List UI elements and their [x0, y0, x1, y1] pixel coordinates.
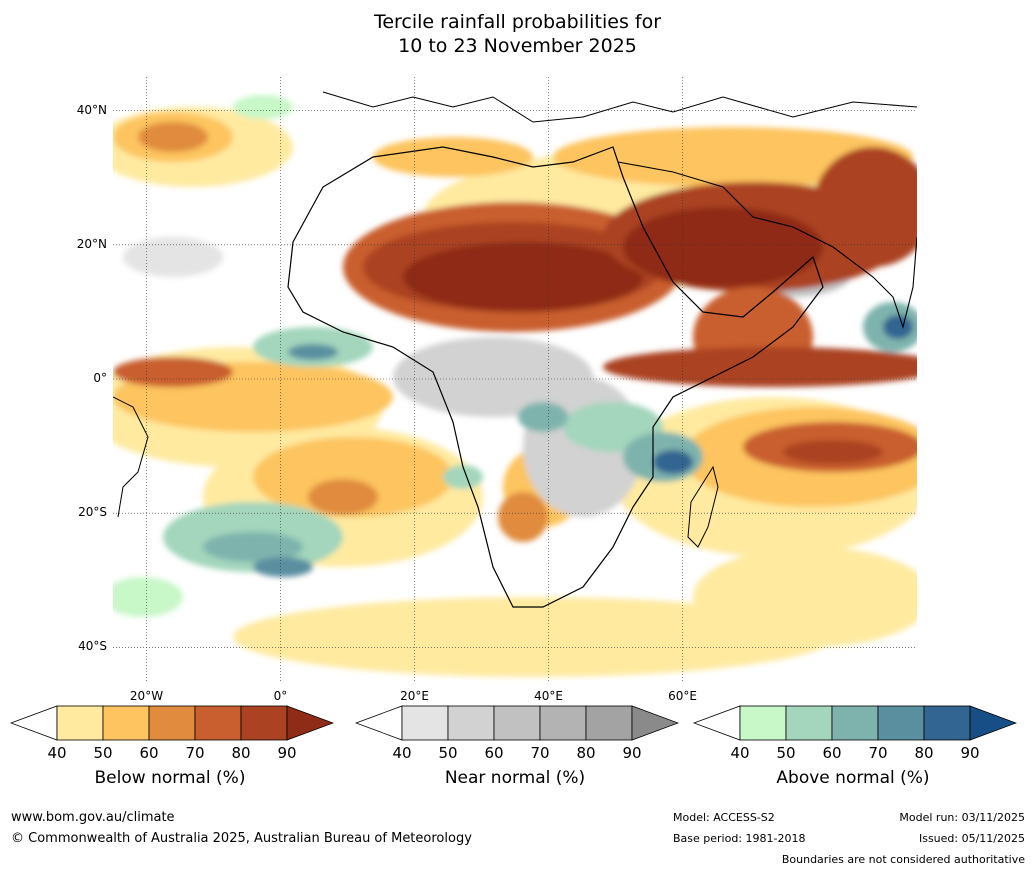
colorbar-tick-label: 80	[231, 744, 251, 762]
footer-copyright: © Commonwealth of Australia 2025, Austra…	[11, 831, 472, 846]
colorbar-segment	[102, 705, 150, 741]
colorbar-segment	[923, 705, 971, 741]
colorbar-near	[355, 705, 679, 741]
chart-title-line1: Tercile rainfall probabilities for	[373, 11, 662, 33]
rainfall-map-svg	[113, 77, 917, 681]
lat-tick-label: 20°N	[76, 236, 107, 251]
chart-title-line2: 10 to 23 November 2025	[398, 35, 637, 57]
footer-issued: Issued: 05/11/2025	[918, 832, 1025, 845]
colorbar-segment	[447, 705, 495, 741]
colorbar-segment	[739, 705, 787, 741]
colorbar-segment	[831, 705, 879, 741]
lon-tick-label: 40°E	[534, 689, 563, 703]
colorbar-title-above: Above normal (%)	[776, 768, 930, 788]
gridlines	[113, 77, 917, 681]
lat-tick-label: 40°S	[78, 639, 107, 654]
madagascar-coastline	[687, 465, 719, 548]
colorbar-tick-label: 50	[438, 744, 458, 762]
colorbar-below	[10, 705, 334, 741]
footer-website[interactable]: www.bom.gov.au/climate	[11, 810, 175, 825]
colorbar-over-triangle	[969, 705, 1017, 741]
colorbar-under-triangle	[355, 705, 403, 741]
lon-tick-label: 20°W	[129, 689, 164, 703]
colorbar-under-triangle	[10, 705, 58, 741]
colorbar-title-near: Near normal (%)	[444, 768, 586, 788]
colorbar-tick-label: 70	[530, 744, 550, 762]
colorbar-over-triangle	[286, 705, 334, 741]
colorbar-tick-label: 80	[576, 744, 596, 762]
europe-coastline	[322, 91, 917, 123]
footer-model-run: Model run: 03/11/2025	[899, 811, 1025, 824]
colorbar-segment	[148, 705, 196, 741]
rainfall-map	[113, 77, 917, 681]
colorbar-tick-label: 90	[277, 744, 297, 762]
colorbar-tick-label: 70	[185, 744, 205, 762]
colorbar-over-triangle	[631, 705, 679, 741]
colorbar-segment	[240, 705, 288, 741]
probability-field	[113, 95, 917, 677]
lon-tick-label: 0°	[273, 689, 288, 703]
colorbar-segment	[56, 705, 104, 741]
colorbar-tick-label: 90	[960, 744, 980, 762]
colorbar-segment	[493, 705, 541, 741]
colorbar-tick-label: 50	[776, 744, 796, 762]
colorbar-tick-label: 60	[139, 744, 159, 762]
colorbar-segment	[585, 705, 633, 741]
footer-disclaimer: Boundaries are not considered authoritat…	[781, 853, 1025, 866]
lat-tick-label: 20°S	[78, 505, 107, 520]
colorbar-tick-label: 90	[622, 744, 642, 762]
colorbar-title-below: Below normal (%)	[94, 768, 246, 788]
colorbar-tick-label: 40	[392, 744, 412, 762]
colorbar-segment	[194, 705, 242, 741]
colorbar-tick-label: 40	[47, 744, 67, 762]
colorbar-tick-label: 70	[868, 744, 888, 762]
colorbar-tick-label: 60	[822, 744, 842, 762]
chart-title: Tercile rainfall probabilities for 10 to…	[0, 10, 1035, 58]
colorbar-tick-label: 80	[914, 744, 934, 762]
arabia-coastline	[617, 161, 917, 329]
colorbar-tick-label: 40	[730, 744, 750, 762]
coastline	[287, 146, 824, 608]
lon-tick-label: 20°E	[400, 689, 429, 703]
footer-model: Model: ACCESS-S2	[673, 811, 775, 824]
colorbar-segment	[877, 705, 925, 741]
colorbar-tick-label: 60	[484, 744, 504, 762]
colorbar-segment	[401, 705, 449, 741]
colorbar-tick-label: 50	[93, 744, 113, 762]
colorbar-under-triangle	[693, 705, 741, 741]
colorbar-segment	[539, 705, 587, 741]
colorbar-above	[693, 705, 1017, 741]
lat-tick-label: 0°	[93, 371, 107, 385]
colorbar-segment	[785, 705, 833, 741]
south-america-coastline	[113, 396, 149, 518]
lon-tick-label: 60°E	[668, 689, 697, 703]
lat-tick-label: 40°N	[76, 102, 107, 117]
footer-base-period: Base period: 1981-2018	[673, 832, 806, 845]
